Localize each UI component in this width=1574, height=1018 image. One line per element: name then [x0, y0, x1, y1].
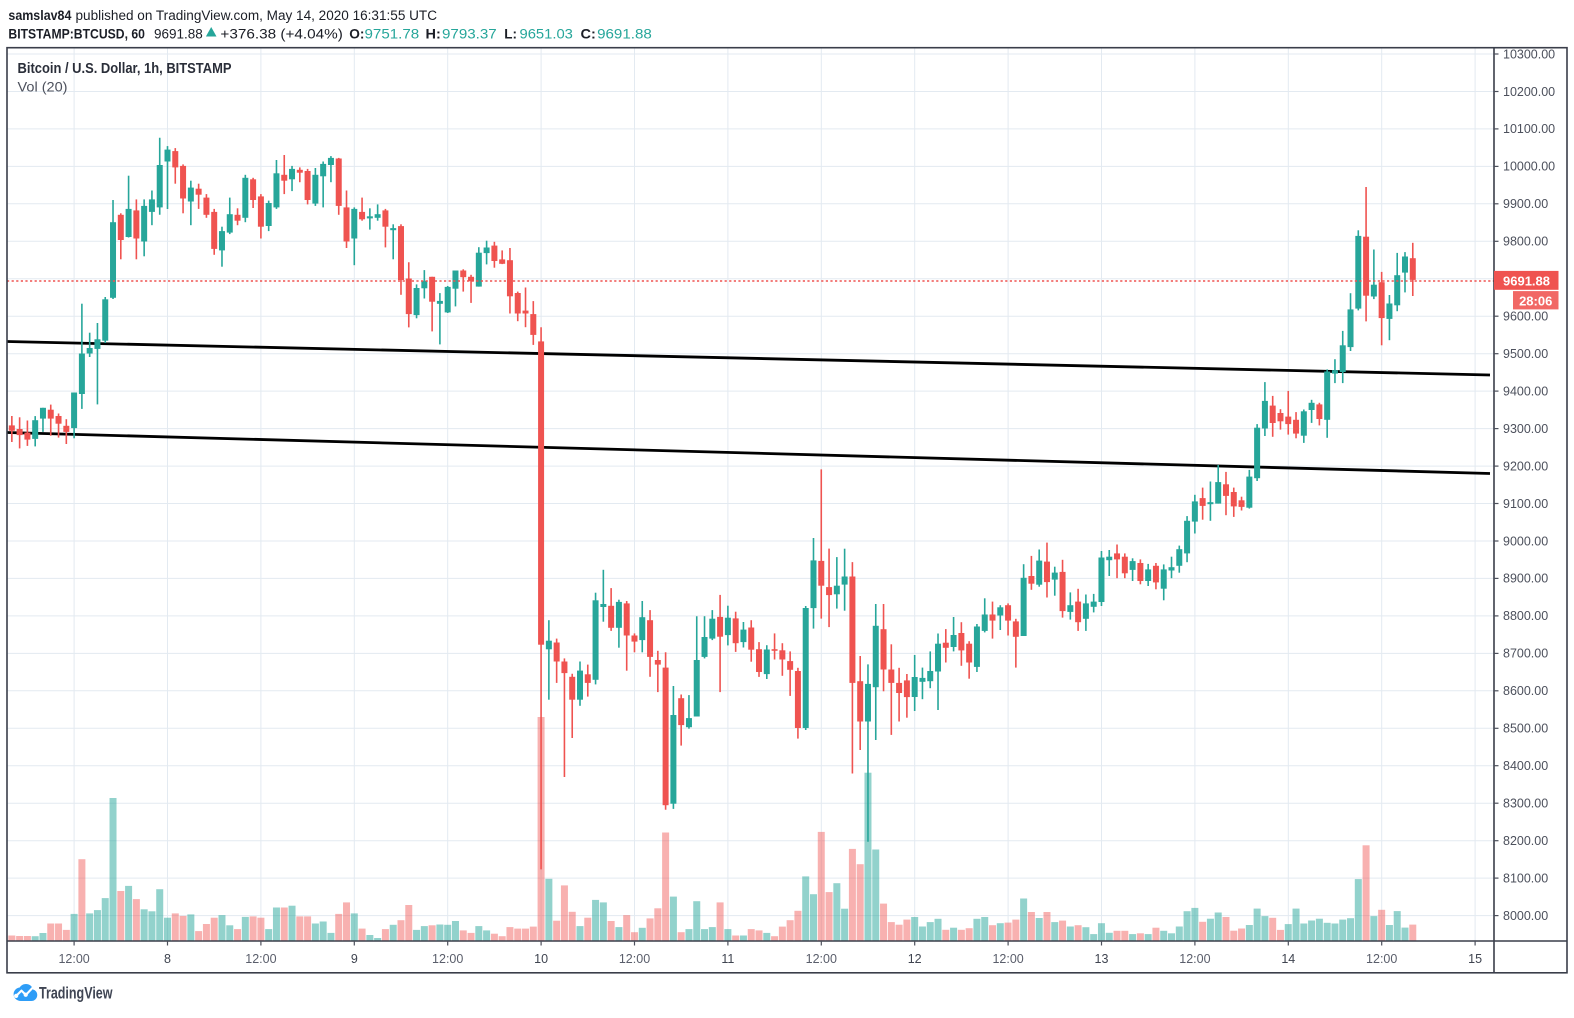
svg-text:8300.00: 8300.00 [1503, 797, 1548, 811]
svg-text:O:: O: [349, 25, 364, 41]
svg-text:9600.00: 9600.00 [1503, 310, 1548, 324]
svg-text:8500.00: 8500.00 [1503, 722, 1548, 736]
svg-text:13: 13 [1095, 952, 1109, 966]
svg-text:9200.00: 9200.00 [1503, 459, 1548, 473]
svg-text:9651.03: 9651.03 [520, 25, 574, 41]
svg-text:10100.00: 10100.00 [1503, 122, 1555, 136]
svg-text:10300.00: 10300.00 [1503, 47, 1555, 61]
svg-text:10: 10 [534, 952, 548, 966]
svg-text:9500.00: 9500.00 [1503, 347, 1548, 361]
svg-text:Vol (20): Vol (20) [18, 79, 68, 95]
svg-text:Bitcoin / U.S. Dollar, 1h, BIT: Bitcoin / U.S. Dollar, 1h, BITSTAMP [18, 61, 232, 77]
svg-text:9793.37: 9793.37 [442, 25, 497, 41]
svg-text:8200.00: 8200.00 [1503, 834, 1548, 848]
svg-text:8100.00: 8100.00 [1503, 871, 1548, 885]
svg-text:15: 15 [1468, 952, 1482, 966]
svg-text:9400.00: 9400.00 [1503, 384, 1548, 398]
svg-text:9691.88: 9691.88 [1503, 273, 1550, 288]
svg-text:9691.88: 9691.88 [154, 25, 203, 41]
svg-text:published on TradingView.com,: published on TradingView.com, May 14, 20… [76, 8, 438, 23]
svg-text:12:00: 12:00 [619, 952, 650, 966]
svg-text:11: 11 [721, 952, 734, 966]
svg-text:9: 9 [351, 952, 358, 966]
svg-text:8600.00: 8600.00 [1503, 684, 1548, 698]
svg-text:28:06: 28:06 [1519, 293, 1552, 308]
svg-text:10200.00: 10200.00 [1503, 85, 1555, 99]
svg-text:8700.00: 8700.00 [1503, 647, 1548, 661]
svg-text:9900.00: 9900.00 [1503, 197, 1548, 211]
svg-text:8400.00: 8400.00 [1503, 759, 1548, 773]
svg-text:TradingView: TradingView [39, 984, 113, 1003]
svg-text:H:: H: [426, 25, 441, 41]
svg-text:12:00: 12:00 [1366, 952, 1397, 966]
svg-text:12:00: 12:00 [245, 952, 276, 966]
svg-text:8000.00: 8000.00 [1503, 909, 1548, 923]
svg-text:12:00: 12:00 [806, 952, 837, 966]
svg-text:9300.00: 9300.00 [1503, 422, 1548, 436]
svg-text:8: 8 [164, 952, 171, 966]
svg-text:12: 12 [908, 952, 922, 966]
svg-text:L:: L: [504, 25, 517, 41]
svg-text:12:00: 12:00 [1179, 952, 1210, 966]
svg-text:C:: C: [581, 25, 596, 41]
svg-text:9800.00: 9800.00 [1503, 235, 1548, 249]
svg-text:9691.88: 9691.88 [597, 25, 652, 41]
svg-text:8800.00: 8800.00 [1503, 609, 1548, 623]
svg-text:12:00: 12:00 [432, 952, 463, 966]
svg-text:10000.00: 10000.00 [1503, 160, 1555, 174]
svg-text:9100.00: 9100.00 [1503, 497, 1548, 511]
svg-text:14: 14 [1281, 952, 1295, 966]
svg-text:8900.00: 8900.00 [1503, 572, 1548, 586]
svg-text:BITSTAMP:BTCUSD, 60: BITSTAMP:BTCUSD, 60 [8, 25, 145, 41]
svg-text:12:00: 12:00 [992, 952, 1023, 966]
svg-text:12:00: 12:00 [58, 952, 89, 966]
svg-text:samslav84: samslav84 [8, 8, 71, 23]
svg-text:9000.00: 9000.00 [1503, 534, 1548, 548]
svg-text:+376.38 (+4.04%): +376.38 (+4.04%) [220, 25, 343, 41]
svg-text:9751.78: 9751.78 [365, 25, 420, 41]
